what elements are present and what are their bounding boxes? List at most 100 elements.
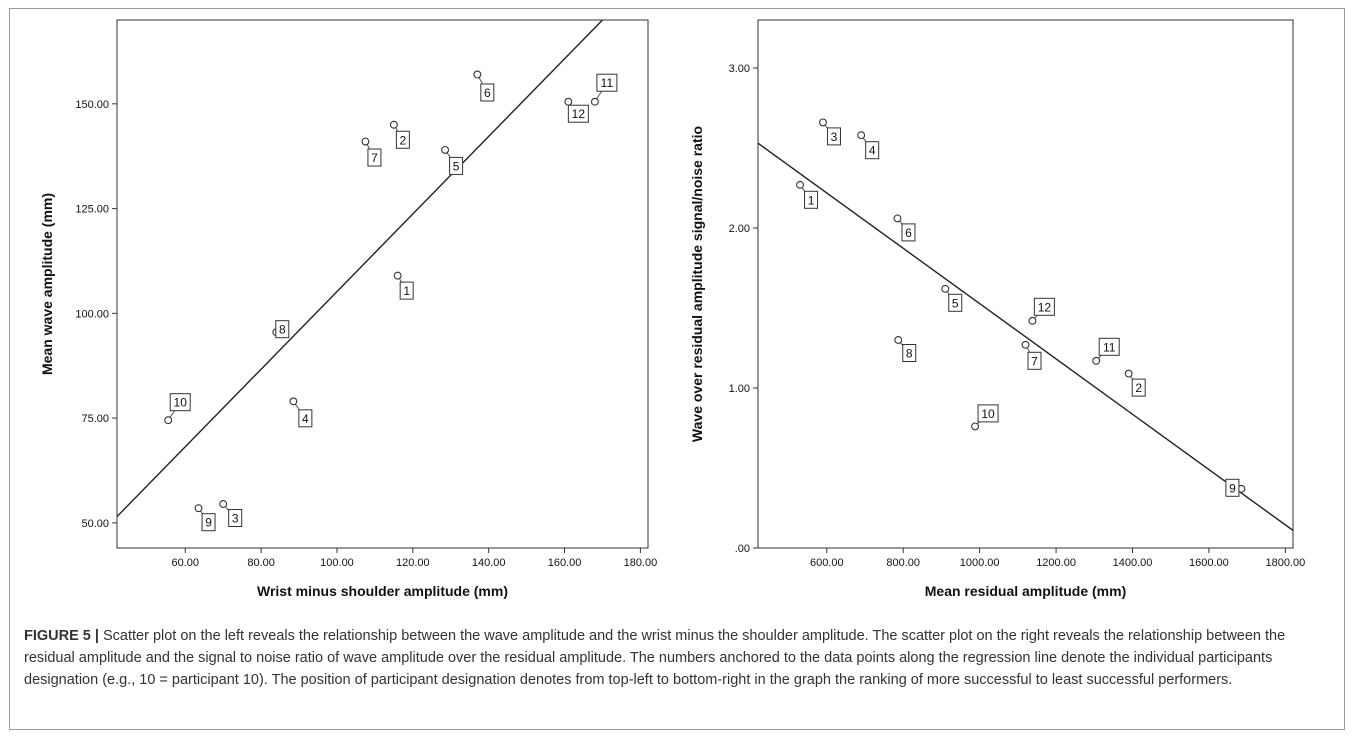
- y-tick-label: 100.00: [75, 308, 109, 320]
- data-point-5: [441, 145, 450, 154]
- y-tick-label: 150.00: [75, 99, 109, 111]
- y-tick-label: 1.00: [729, 383, 750, 395]
- data-point-5: [941, 284, 950, 293]
- point-label-2: 2: [400, 133, 407, 147]
- x-tick-label: 180.00: [624, 557, 658, 569]
- x-tick-label: 100.00: [320, 557, 354, 569]
- label-box: [1098, 337, 1120, 356]
- data-point-4: [857, 131, 866, 140]
- data-point-2: [1124, 369, 1133, 378]
- x-tick-label: 800.00: [886, 557, 920, 569]
- figure-caption: FIGURE 5 | Scatter plot on the left reve…: [24, 625, 1329, 691]
- label-box: [596, 73, 618, 92]
- data-point-6: [473, 70, 482, 79]
- label-box: [298, 409, 313, 428]
- data-point-10: [164, 416, 173, 425]
- label-box: [480, 83, 495, 102]
- scatter-plot-right: 600.00 800.00 1000.00 1200.00 1400.00 1600.00…: [689, 19, 1305, 599]
- y-tick-label: 3.00: [729, 63, 750, 75]
- data-point-7: [1021, 340, 1030, 349]
- point-label-7: 7: [371, 151, 378, 165]
- x-tick-label: 1400.00: [1113, 557, 1153, 569]
- data-point-12: [564, 97, 573, 106]
- label-box: [804, 190, 819, 209]
- data-point-1: [796, 180, 804, 189]
- y-axis-title: Wave over residual amplitude signal/nois…: [689, 126, 705, 442]
- label-box: [449, 156, 464, 175]
- data-point-7: [361, 137, 370, 146]
- point-label-12: 12: [1038, 300, 1052, 314]
- caption-label: FIGURE 5 |: [24, 628, 99, 644]
- point-label-3: 3: [232, 512, 239, 526]
- data-point-6: [893, 214, 902, 223]
- data-point-10: [971, 422, 980, 431]
- label-box: [977, 404, 999, 423]
- x-tick-label: 120.00: [396, 557, 430, 569]
- x-tick-label: 1200.00: [1036, 557, 1076, 569]
- x-tick-label: 80.00: [247, 557, 275, 569]
- x-tick-label: 1000.00: [960, 557, 1000, 569]
- data-point-12: [1028, 316, 1037, 325]
- point-label-6: 6: [484, 86, 491, 100]
- y-tick-label: 50.00: [81, 518, 109, 530]
- point-label-9: 9: [205, 516, 212, 530]
- point-label-1: 1: [808, 193, 815, 207]
- point-label-5: 5: [453, 159, 460, 173]
- point-label-3: 3: [831, 130, 838, 144]
- x-tick-label: 1800.00: [1265, 557, 1305, 569]
- label-box: [567, 104, 589, 123]
- point-label-11: 11: [601, 76, 614, 90]
- label-box: [201, 513, 216, 532]
- label-box: [948, 293, 963, 312]
- data-point-9: [194, 504, 203, 513]
- caption-text: Scatter plot on the left reveals the rel…: [24, 628, 1286, 688]
- x-tick-label: 1600.00: [1189, 557, 1229, 569]
- figure-frame: [9, 8, 1345, 730]
- label-box: [395, 130, 410, 149]
- x-tick-label: 160.00: [548, 557, 582, 569]
- data-point-2: [389, 120, 398, 129]
- point-label-4: 4: [869, 144, 876, 158]
- point-label-1: 1: [403, 284, 410, 298]
- data-point-3: [819, 118, 827, 127]
- plot-area: [116, 19, 649, 549]
- point-label-4: 4: [302, 412, 309, 426]
- point-label-11: 11: [1103, 340, 1116, 354]
- point-label-8: 8: [906, 347, 913, 361]
- point-label-9: 9: [1229, 481, 1236, 495]
- data-point-3: [219, 500, 228, 508]
- y-axis-title: Mean wave amplitude (mm): [39, 193, 55, 375]
- label-box: [228, 509, 243, 527]
- label-box: [865, 141, 880, 160]
- label-box: [367, 148, 382, 167]
- plot-area: [757, 19, 1294, 549]
- regression-line: [758, 142, 1293, 531]
- label-box: [826, 127, 841, 146]
- point-label-10: 10: [174, 396, 188, 410]
- x-axis-title: Wrist minus shoulder amplitude (mm): [257, 583, 508, 599]
- label-box: [902, 344, 917, 362]
- x-tick-label: 140.00: [472, 557, 506, 569]
- data-point-8: [894, 336, 903, 344]
- point-label-12: 12: [572, 107, 586, 121]
- data-point-11: [1092, 356, 1101, 365]
- label-box: [901, 223, 916, 242]
- x-axis-title: Mean residual amplitude (mm): [925, 583, 1126, 599]
- scatter-plot-left: 60.00 80.00 100.00 120.00 140.00 160.00 180.00…: [39, 19, 658, 599]
- label-box: [169, 393, 191, 412]
- label-box: [1033, 297, 1055, 316]
- label-box: [1131, 378, 1146, 397]
- label-box: [399, 281, 414, 300]
- label-box: [275, 320, 290, 339]
- point-label-8: 8: [279, 323, 286, 337]
- point-label-7: 7: [1031, 354, 1038, 368]
- data-point-1: [393, 271, 402, 280]
- point-label-5: 5: [952, 296, 959, 310]
- regression-line: [117, 20, 603, 518]
- point-label-2: 2: [1135, 381, 1142, 395]
- y-tick-label: 75.00: [81, 413, 109, 425]
- point-label-6: 6: [905, 226, 912, 240]
- data-point-4: [289, 397, 298, 406]
- label-box: [1225, 478, 1240, 497]
- x-tick-label: 600.00: [810, 557, 844, 569]
